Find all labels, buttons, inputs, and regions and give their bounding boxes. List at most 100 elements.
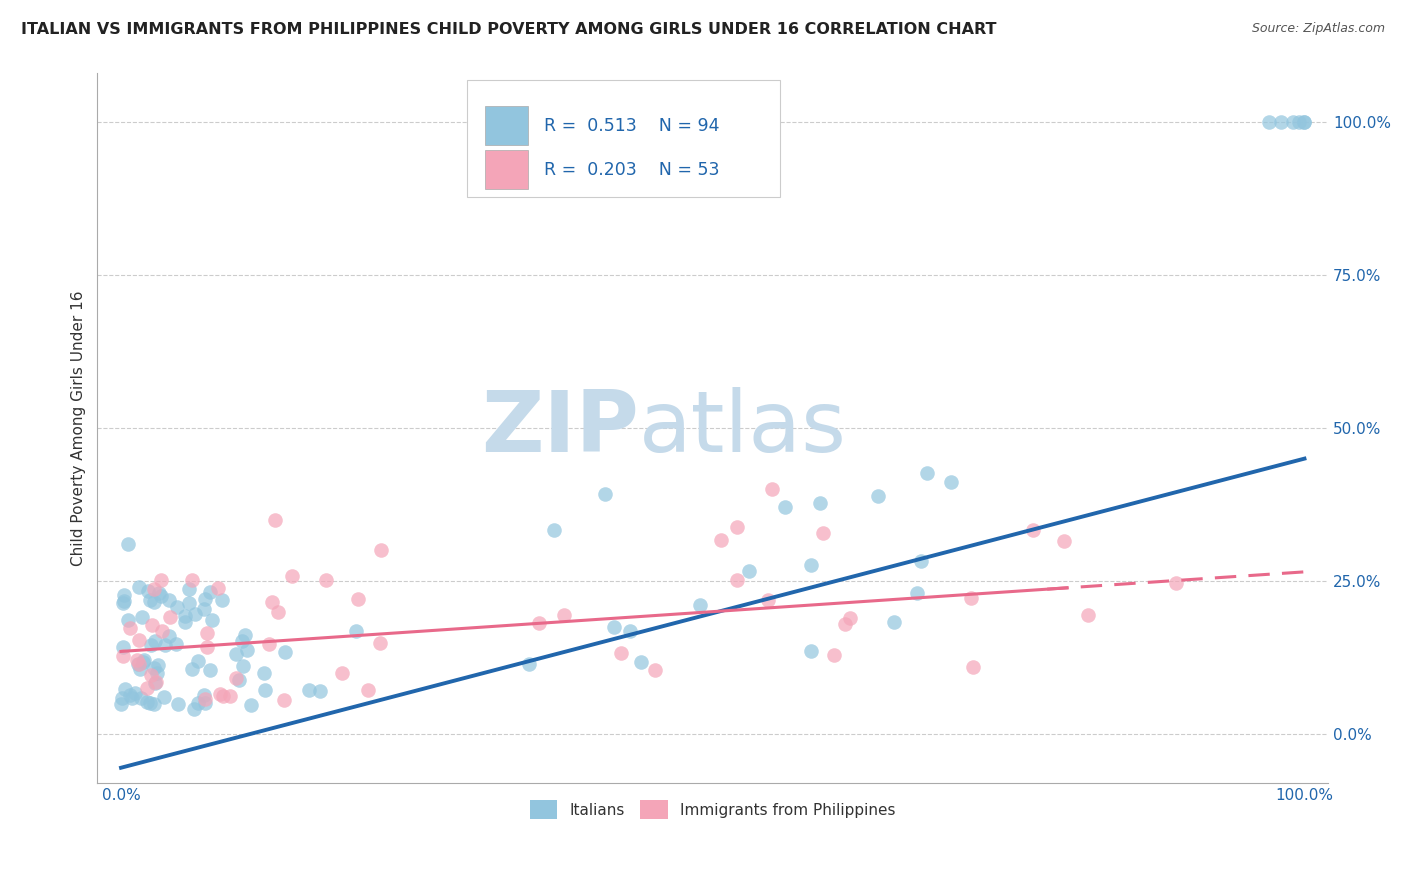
Point	[112, 593, 135, 607]
Point	[174, 615, 197, 629]
Point	[225, 671, 247, 685]
Point	[1022, 523, 1045, 537]
Point	[127, 657, 149, 672]
Point	[905, 585, 928, 599]
Point	[117, 537, 139, 551]
Point	[1294, 115, 1316, 129]
Point	[1294, 115, 1316, 129]
Point	[273, 692, 295, 706]
Point	[157, 629, 180, 643]
Point	[166, 697, 188, 711]
Point	[194, 696, 217, 710]
Point	[253, 666, 276, 681]
Point	[139, 593, 162, 607]
Point	[143, 697, 166, 711]
Point	[183, 702, 205, 716]
Point	[145, 675, 167, 690]
Point	[193, 602, 215, 616]
Point	[128, 580, 150, 594]
Point	[146, 658, 169, 673]
FancyBboxPatch shape	[467, 80, 780, 197]
Text: R =  0.513    N = 94: R = 0.513 N = 94	[544, 117, 720, 135]
Point	[159, 610, 181, 624]
Point	[139, 696, 162, 710]
Point	[211, 593, 233, 607]
Point	[738, 564, 761, 578]
Point	[710, 533, 733, 547]
Point	[756, 593, 779, 607]
Point	[553, 608, 575, 623]
Point	[800, 643, 823, 657]
Point	[131, 610, 153, 624]
Point	[117, 613, 139, 627]
Point	[910, 553, 932, 567]
Point	[915, 466, 938, 480]
Point	[181, 662, 204, 676]
Point	[823, 648, 845, 662]
Point	[135, 681, 157, 695]
Point	[1077, 607, 1099, 622]
Point	[121, 691, 143, 706]
Point	[962, 660, 984, 674]
Point	[150, 573, 173, 587]
Point	[127, 653, 149, 667]
Point	[368, 636, 391, 650]
Point	[143, 595, 166, 609]
Text: atlas: atlas	[638, 386, 846, 469]
Point	[630, 655, 652, 669]
Point	[111, 649, 134, 664]
Point	[235, 628, 257, 642]
Point	[150, 624, 173, 638]
Point	[112, 588, 135, 602]
Point	[644, 664, 666, 678]
Point	[195, 640, 218, 654]
Point	[267, 605, 290, 619]
Point	[177, 582, 200, 596]
Point	[120, 621, 142, 635]
Point	[1288, 115, 1310, 129]
Point	[124, 686, 146, 700]
Point	[207, 581, 229, 595]
Text: Source: ZipAtlas.com: Source: ZipAtlas.com	[1251, 22, 1385, 36]
Point	[139, 639, 162, 653]
Point	[761, 482, 783, 496]
Point	[212, 690, 235, 704]
Point	[145, 666, 167, 681]
Point	[274, 645, 297, 659]
FancyBboxPatch shape	[485, 151, 529, 189]
Point	[195, 625, 218, 640]
Point	[1270, 115, 1292, 129]
Point	[112, 596, 135, 610]
Point	[800, 558, 823, 572]
Point	[225, 647, 247, 661]
Point	[941, 475, 963, 489]
Point	[228, 673, 250, 687]
Point	[180, 574, 202, 588]
Point	[260, 595, 283, 609]
Point	[603, 620, 626, 634]
Point	[332, 665, 354, 680]
Point	[308, 684, 330, 698]
Point	[1164, 576, 1187, 591]
Point	[152, 690, 174, 704]
Point	[145, 634, 167, 648]
Point	[136, 695, 159, 709]
Point	[263, 513, 285, 527]
Point	[142, 661, 165, 675]
Point	[811, 525, 834, 540]
Point	[174, 609, 197, 624]
Point	[347, 592, 370, 607]
Text: R =  0.203    N = 53: R = 0.203 N = 53	[544, 161, 720, 178]
Point	[775, 500, 797, 514]
Point	[344, 624, 367, 638]
Point	[236, 643, 259, 657]
Point	[120, 688, 142, 702]
Point	[208, 687, 231, 701]
Point	[136, 584, 159, 599]
Point	[132, 653, 155, 667]
Text: ITALIAN VS IMMIGRANTS FROM PHILIPPINES CHILD POVERTY AMONG GIRLS UNDER 16 CORREL: ITALIAN VS IMMIGRANTS FROM PHILIPPINES C…	[21, 22, 997, 37]
Text: ZIP: ZIP	[481, 386, 638, 469]
Point	[114, 682, 136, 697]
Point	[187, 696, 209, 710]
Point	[543, 524, 565, 538]
